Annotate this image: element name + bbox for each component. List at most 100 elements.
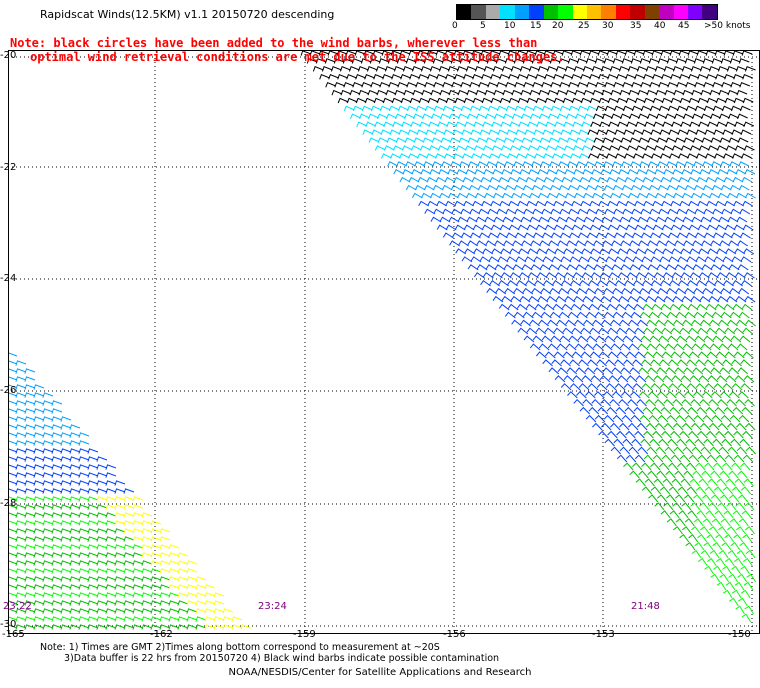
- y-axis-label: -26: [0, 385, 17, 396]
- wind-barb: [734, 478, 745, 487]
- wind-barb: [540, 161, 552, 167]
- wind-barb: [513, 184, 525, 191]
- wind-barb: [517, 327, 529, 335]
- wind-barb: [556, 216, 568, 223]
- wind-barb: [123, 552, 135, 558]
- color-scale-label: 30: [602, 21, 614, 31]
- color-scale-swatch: [543, 5, 559, 19]
- wind-barb: [654, 66, 666, 72]
- wind-barb: [626, 272, 638, 279]
- wind-barb: [376, 113, 388, 119]
- wind-barb: [638, 367, 650, 375]
- wind-barb: [466, 216, 478, 223]
- wind-barb: [612, 311, 624, 319]
- wind-barb: [648, 287, 660, 295]
- wind-barb: [702, 391, 713, 399]
- wind-barb: [650, 359, 661, 367]
- wind-barb: [616, 97, 628, 104]
- wind-barb: [414, 161, 426, 167]
- wind-barb: [607, 327, 619, 335]
- wind-barb: [496, 232, 508, 239]
- wind-barb: [624, 50, 636, 56]
- wind-barb: [96, 568, 108, 574]
- wind-barb: [654, 295, 666, 303]
- wind-barb: [78, 536, 90, 542]
- wind-barb: [480, 279, 491, 287]
- wind-barb: [534, 279, 545, 287]
- wind-barb: [744, 192, 756, 199]
- wind-barb: [591, 66, 603, 72]
- wind-barb: [686, 359, 697, 367]
- wind-barb: [645, 169, 657, 175]
- wind-barb: [571, 327, 583, 335]
- wind-barb: [69, 552, 81, 558]
- wind-barb: [132, 568, 144, 574]
- wind-barb: [692, 470, 703, 479]
- wind-barb: [87, 592, 99, 598]
- wind-barb: [733, 200, 744, 207]
- wind-barb: [698, 375, 710, 383]
- wind-barb: [693, 311, 705, 319]
- wind-barb: [656, 240, 667, 247]
- wind-barb: [465, 169, 477, 175]
- wind-barb: [505, 208, 517, 215]
- wind-barb: [560, 153, 572, 159]
- wind-barb: [565, 319, 576, 327]
- wind-barb: [693, 287, 705, 295]
- wind-barb: [51, 600, 63, 606]
- wind-barb: [562, 200, 573, 207]
- wind-barb: [681, 295, 693, 303]
- wind-barb: [24, 400, 36, 406]
- wind-barb: [405, 161, 417, 167]
- wind-barb: [664, 113, 676, 119]
- wind-barb: [649, 335, 661, 343]
- wind-barb: [744, 398, 755, 407]
- wind-barb: [123, 616, 135, 622]
- wind-barb: [500, 121, 512, 127]
- wind-barb: [69, 496, 81, 502]
- wind-barb: [532, 232, 544, 239]
- wind-barb: [724, 557, 735, 567]
- wind-barb: [60, 544, 72, 550]
- wind-barb: [609, 398, 620, 407]
- wind-barb: [527, 248, 539, 255]
- wind-barb: [722, 589, 733, 599]
- wind-barb: [51, 488, 63, 494]
- wind-barb: [633, 303, 645, 311]
- wind-barb: [631, 335, 643, 343]
- wind-barb: [680, 478, 691, 487]
- wind-barb: [700, 113, 712, 119]
- wind-barb: [652, 200, 663, 207]
- wind-barb: [454, 224, 466, 231]
- wind-barb: [485, 137, 497, 143]
- wind-barb: [655, 446, 667, 455]
- wind-barb: [479, 129, 491, 135]
- wind-barb: [392, 145, 404, 151]
- wind-barb: [509, 145, 521, 151]
- wind-barb: [141, 568, 153, 574]
- wind-barb: [204, 584, 216, 590]
- wind-barb: [650, 486, 662, 495]
- wind-barb: [728, 240, 739, 247]
- wind-barb: [60, 584, 72, 590]
- wind-barb: [609, 169, 621, 175]
- wind-barb: [678, 176, 690, 183]
- wind-barb: [69, 456, 81, 462]
- wind-barb: [599, 248, 611, 255]
- wind-barb: [373, 97, 385, 104]
- wind-barb: [628, 446, 640, 455]
- wind-barb: [507, 279, 518, 287]
- wind-barb: [204, 600, 216, 606]
- wind-barb: [150, 592, 162, 598]
- wind-barb: [418, 73, 429, 80]
- wind-barb: [484, 89, 496, 96]
- wind-barb: [556, 343, 568, 351]
- wind-barb: [729, 184, 741, 191]
- wind-barb: [15, 464, 27, 470]
- wind-barb: [690, 66, 702, 72]
- wind-barb: [553, 224, 565, 231]
- wind-barb: [641, 462, 652, 471]
- wind-barb: [105, 472, 117, 478]
- wind-barb: [622, 232, 634, 239]
- wind-barb: [105, 544, 117, 550]
